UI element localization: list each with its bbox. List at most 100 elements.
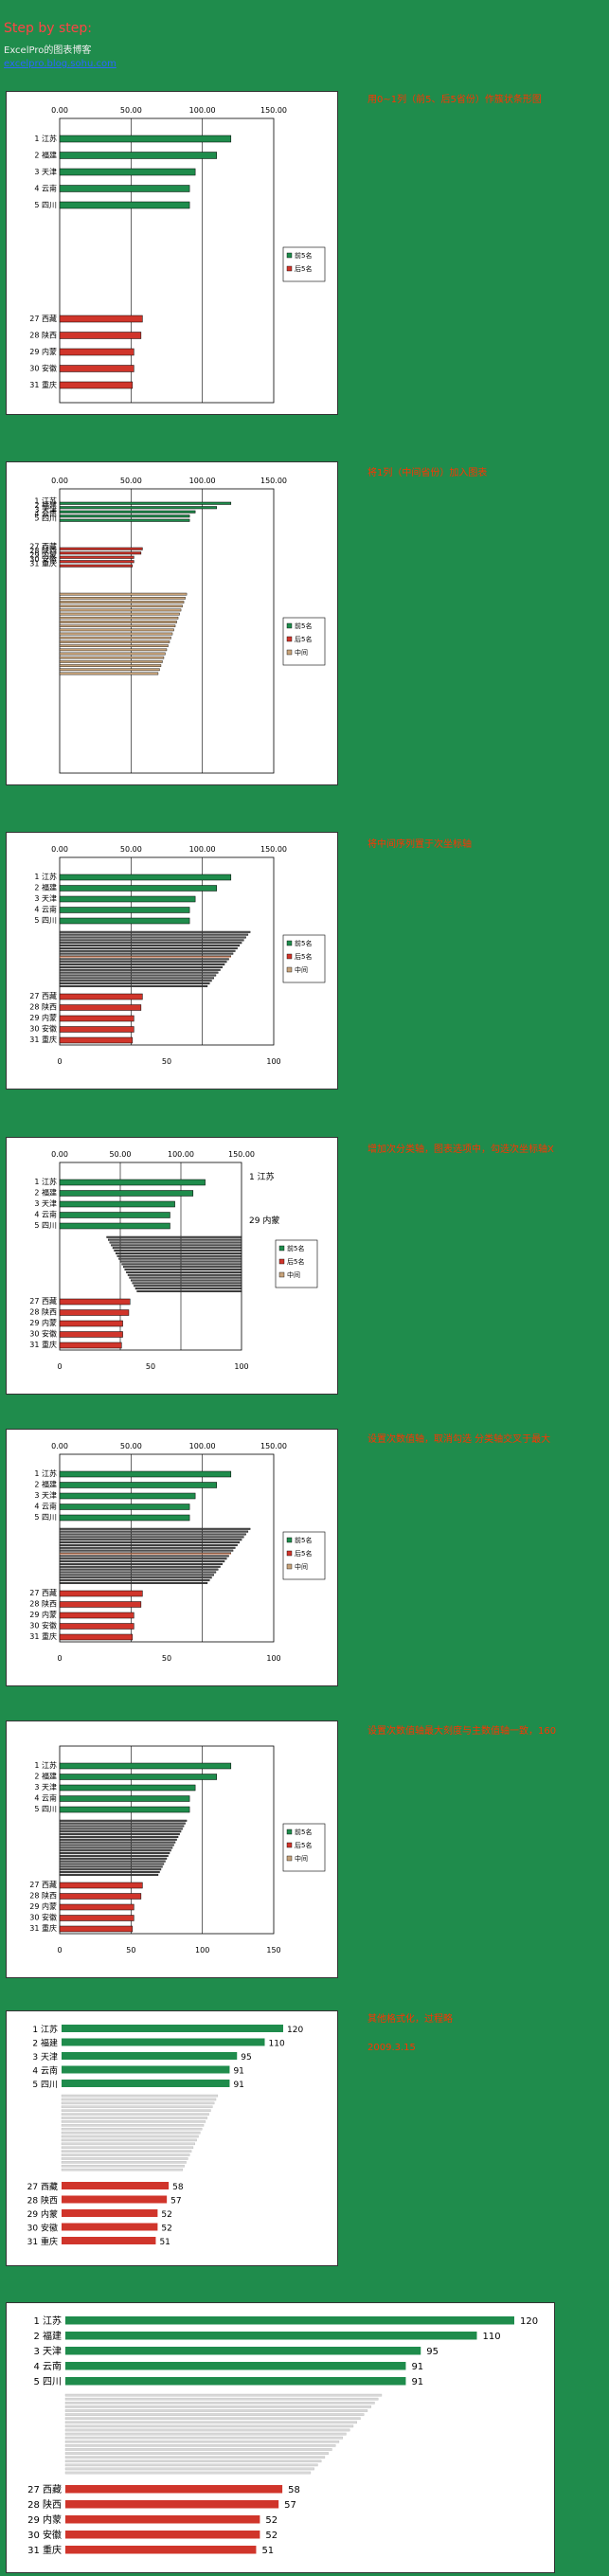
category-label-top: 5 四川 bbox=[34, 916, 57, 925]
category-label-bottom: 28 陕西 bbox=[29, 546, 57, 555]
secondary-axis-tick: 50 bbox=[162, 1057, 171, 1066]
bar-bottom5 bbox=[59, 381, 134, 389]
category-label-bottom: 29 内蒙 bbox=[29, 1901, 57, 1911]
chart-step-6: 1 江苏 2 福建 3 天津 4 云南 5 四川 27 西藏 28 陕西 29 内蒙 30 安徽… bbox=[6, 1720, 338, 1978]
category-label-bottom: 29 内蒙 bbox=[29, 550, 57, 560]
legend-swatch bbox=[278, 1271, 285, 1278]
category-label-bottom: 28 陕西 bbox=[29, 1307, 57, 1317]
legend-label: 后5名 bbox=[295, 1841, 312, 1849]
secondary-axis-tick: 100 bbox=[266, 1654, 280, 1663]
bar-middle bbox=[124, 1269, 242, 1271]
category-label-bottom: 31 重庆 bbox=[27, 2544, 62, 2556]
bar-bottom5 bbox=[59, 1601, 142, 1608]
bar-middle bbox=[59, 984, 208, 987]
bar-middle bbox=[59, 1830, 182, 1833]
bar-middle bbox=[59, 1568, 219, 1571]
bar-top5 bbox=[59, 1470, 232, 1478]
bar-middle bbox=[61, 2142, 195, 2146]
value-label-top: 110 bbox=[269, 2040, 285, 2049]
step-note-2: 将中间序列置于次坐标轴 bbox=[367, 839, 472, 850]
category-label-top: 1 江苏 bbox=[34, 1468, 57, 1478]
bar-middle bbox=[59, 1549, 234, 1552]
bar-middle bbox=[61, 2153, 190, 2156]
bar-middle bbox=[59, 1868, 162, 1871]
header-subtitle: ExcelPro的图表博客 bbox=[4, 45, 92, 56]
category-label-top: 3 天津 bbox=[34, 1490, 57, 1500]
bar-middle bbox=[116, 1254, 242, 1257]
bar-middle bbox=[59, 1579, 210, 1582]
value-label-bottom: 57 bbox=[170, 2197, 181, 2207]
header-link[interactable]: excelpro.blog.sohu.com bbox=[4, 59, 116, 69]
legend-label: 中间 bbox=[295, 648, 308, 657]
category-label-top: 4 云南 bbox=[34, 509, 57, 518]
bar-middle bbox=[59, 1828, 183, 1830]
bar-top5 bbox=[59, 135, 232, 143]
bar-top5 bbox=[59, 885, 217, 892]
bar-top5 bbox=[59, 895, 196, 903]
bar-middle bbox=[111, 1244, 242, 1247]
bar-middle bbox=[122, 1266, 242, 1269]
bar-middle bbox=[59, 1873, 159, 1876]
bar-top5 bbox=[59, 1212, 170, 1218]
category-label-top: 1 江苏 bbox=[34, 1760, 57, 1770]
bar-bottom5 bbox=[59, 1612, 134, 1619]
bar-middle bbox=[61, 2124, 205, 2127]
category-label-bottom: 31 重庆 bbox=[29, 1340, 57, 1349]
bar-middle bbox=[59, 612, 180, 616]
bar-middle bbox=[64, 2456, 326, 2459]
value-label-top: 95 bbox=[426, 2347, 439, 2357]
legend-label: 前5名 bbox=[287, 1244, 304, 1252]
bar-middle bbox=[126, 1270, 242, 1273]
value-label-top: 120 bbox=[520, 2316, 538, 2327]
category-label-bottom: 28 陕西 bbox=[27, 2498, 62, 2511]
category-label-top: 4 云南 bbox=[32, 2065, 58, 2077]
bar-top5 bbox=[59, 1492, 196, 1500]
category-label-top: 2 福建 bbox=[34, 883, 57, 892]
bar-middle bbox=[61, 2157, 188, 2160]
legend-label: 中间 bbox=[287, 1270, 300, 1279]
category-label-top: 4 云南 bbox=[34, 1502, 57, 1511]
legend-label: 中间 bbox=[295, 1854, 308, 1863]
bar-middle bbox=[59, 1846, 173, 1849]
bar-middle bbox=[59, 1838, 177, 1841]
bar-middle bbox=[59, 1539, 242, 1541]
legend-label: 中间 bbox=[295, 1562, 308, 1571]
category-label-bottom: 27 西藏 bbox=[29, 1880, 57, 1889]
header-title: Step by step: bbox=[4, 21, 92, 36]
category-label-bottom: 30 安徽 bbox=[29, 1024, 57, 1034]
category-label-bottom: 31 重庆 bbox=[27, 2236, 58, 2247]
category-label-bottom: 31 重庆 bbox=[29, 559, 57, 568]
legend-swatch bbox=[286, 940, 293, 946]
category-label-top: 1 江苏 bbox=[34, 1177, 57, 1186]
bar-middle bbox=[59, 616, 179, 620]
bar-top5 bbox=[59, 1806, 190, 1813]
bar-top5 bbox=[59, 1762, 232, 1770]
bar-middle bbox=[59, 648, 168, 652]
bar-bottom5 bbox=[59, 551, 142, 555]
legend-swatch bbox=[286, 1550, 293, 1557]
bar-middle bbox=[64, 2444, 336, 2447]
bar-middle bbox=[59, 592, 188, 596]
bar-middle bbox=[64, 2421, 357, 2424]
category-label-bottom: 30 安徽 bbox=[27, 2529, 62, 2541]
category-label-top: 3 天津 bbox=[34, 1198, 57, 1208]
value-label-bottom: 58 bbox=[288, 2485, 300, 2495]
bar-top5 bbox=[59, 152, 217, 159]
bar-middle bbox=[59, 971, 219, 974]
bar-top5 bbox=[59, 917, 190, 925]
bar-middle bbox=[61, 2120, 206, 2123]
step-note-3: 增加次分类轴，图表选项中，勾选次坐标轴X bbox=[367, 1144, 554, 1155]
bar-middle bbox=[61, 2127, 203, 2131]
category-label-top: 1 江苏 bbox=[32, 2024, 58, 2035]
category-label-bottom: 29 内蒙 bbox=[29, 1013, 57, 1022]
bar-bottom5 bbox=[59, 315, 143, 323]
bar-middle bbox=[59, 982, 210, 985]
bar-middle bbox=[59, 933, 249, 936]
bar-middle bbox=[64, 2463, 318, 2467]
bar-bottom5 bbox=[59, 560, 134, 564]
bar-bottom5 bbox=[62, 2237, 156, 2244]
category-label-top: 1 江苏 bbox=[34, 872, 57, 881]
legend-swatch bbox=[278, 1245, 285, 1252]
secondary-axis-tick: 50 bbox=[162, 1654, 171, 1663]
bar-middle bbox=[59, 636, 171, 639]
